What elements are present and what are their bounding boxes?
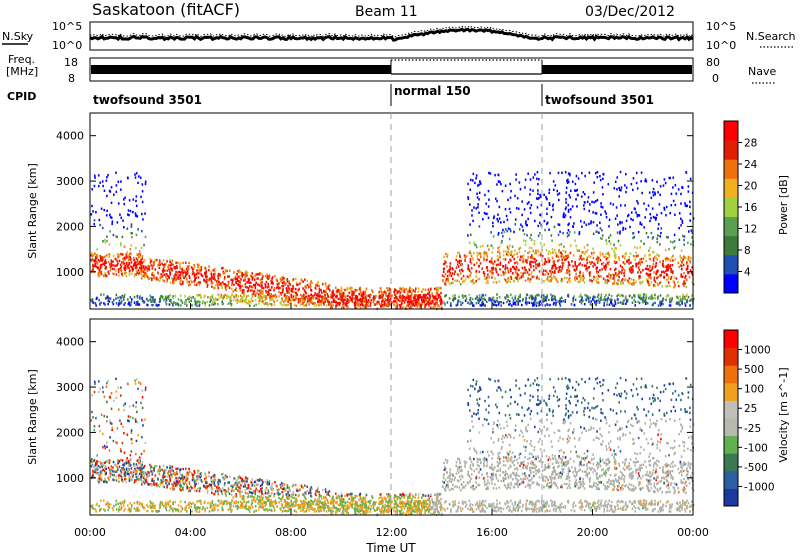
cpid-row: CPID twofsound 3501 normal 150 twofsound…: [7, 84, 654, 107]
x-tick-label: 00:00: [677, 526, 709, 539]
y-tick-label: 3000: [56, 381, 84, 394]
colorbar-tick-label: 4: [744, 267, 751, 279]
power-colorbar-label: Power [dB]: [777, 175, 790, 235]
colorbar-tick-label: 24: [744, 159, 758, 171]
nsky-panel: N.Sky 10^5 10^0 10^5 10^0 N.Search: [2, 20, 796, 52]
colorbar-tick-label: 12: [744, 224, 757, 236]
nave-tick-top: 80: [706, 56, 720, 69]
velocity-scatter: [90, 376, 695, 517]
power-colorbar: 28 24 20 16 12 8 4: [723, 120, 758, 294]
colorbar-swatch: [724, 400, 738, 419]
y-tick-label: 1000: [56, 266, 84, 279]
freq-panel: Freq. [MHz] 18 8 80 0 Nave: [6, 53, 776, 85]
x-tick-label: 00:00: [74, 526, 106, 539]
cpid-label: CPID: [7, 90, 36, 103]
nsky-trace: [89, 27, 694, 42]
nsearch-tick-top: 10^5: [706, 20, 736, 33]
colorbar-swatch: [724, 140, 738, 160]
colorbar-swatch: [724, 347, 738, 366]
velocity-colorbar-label: Velocity [m s^-1]: [777, 367, 790, 462]
colorbar-tick-label: 28: [744, 138, 757, 150]
colorbar-tick-label: -100: [744, 442, 768, 454]
colorbar-swatch: [724, 488, 738, 507]
colorbar-tick-label: -500: [744, 462, 768, 474]
y-tick-label: 2000: [56, 426, 84, 439]
colorbar-swatch: [724, 453, 738, 472]
colorbar-tick-label: 500: [744, 364, 764, 376]
cpid-segment-3: twofsound 3501: [545, 93, 654, 107]
colorbar-tick-label: 20: [744, 181, 757, 193]
y-tick-label: 4000: [56, 130, 84, 143]
cpid-segment-1: twofsound 3501: [93, 93, 202, 107]
colorbar-swatch: [724, 365, 738, 384]
colorbar-tick-label: 25: [744, 403, 757, 415]
nave-tick-bottom: 0: [712, 72, 719, 85]
velocity-colorbar: 1000 500 100 25 -25 -100 -500 -1000: [723, 329, 775, 507]
velocity-y-axis: 1000 2000 3000 4000: [56, 336, 693, 485]
colorbar-tick-label: 100: [744, 384, 764, 396]
y-tick-label: 2000: [56, 220, 84, 233]
beam-label: Beam 11: [355, 4, 418, 20]
freq-bar-right: [542, 65, 692, 74]
nsky-label: N.Sky: [2, 30, 34, 43]
colorbar-swatch: [724, 382, 738, 401]
freq-unit: [MHz]: [6, 65, 38, 78]
y-tick-label: 1000: [56, 472, 84, 485]
colorbar-swatch: [724, 254, 738, 275]
nsearch-tick-bottom: 10^0: [706, 39, 736, 52]
colorbar-swatch: [724, 418, 738, 437]
colorbar-swatch: [724, 178, 738, 198]
nsky-tick-bottom: 10^0: [52, 39, 82, 52]
colorbar-swatch: [724, 216, 738, 237]
power-panel: Slant Range [km] 1000 2000 3000 4000: [26, 112, 695, 311]
colorbar-swatch: [724, 330, 738, 349]
y-tick-label: 4000: [56, 336, 84, 349]
x-tick-label: 16:00: [476, 526, 508, 539]
colorbar-tick-label: 1000: [744, 345, 771, 357]
colorbar-tick-label: -25: [744, 423, 761, 435]
colorbar-swatch: [724, 435, 738, 454]
colorbar-tick-label: 8: [744, 245, 751, 257]
freq-bar-left: [91, 65, 391, 74]
colorbar-swatch: [724, 197, 738, 218]
x-tick-label: 20:00: [577, 526, 609, 539]
date-label: 03/Dec/2012: [585, 4, 675, 20]
velocity-ylabel: Slant Range [km]: [26, 369, 39, 465]
radar-title: Saskatoon (fitACF): [92, 0, 241, 19]
nave-label: Nave: [748, 65, 776, 78]
nsearch-label: N.Search: [746, 30, 796, 43]
colorbar-swatch: [724, 235, 738, 256]
time-axis: 00:00 04:00 08:00 12:00 16:00 20:00 00:00: [74, 303, 709, 539]
y-tick-label: 3000: [56, 175, 84, 188]
cpid-segment-2: normal 150: [394, 84, 471, 98]
x-tick-label: 12:00: [376, 526, 408, 539]
nsearch-trace: [89, 25, 694, 38]
freq-label: Freq.: [8, 53, 35, 66]
nsky-tick-top: 10^5: [52, 20, 82, 33]
x-tick-label: 04:00: [175, 526, 207, 539]
colorbar-tick-label: 16: [744, 202, 758, 214]
time-axis-label: Time UT: [365, 541, 416, 554]
colorbar-swatch: [724, 159, 738, 179]
freq-tick-top: 18: [64, 56, 78, 69]
colorbar-swatch: [724, 273, 738, 294]
power-y-axis: 1000 2000 3000 4000: [56, 130, 693, 279]
colorbar-swatch: [724, 121, 738, 141]
colorbar-tick-label: -1000: [744, 481, 775, 493]
power-scatter: [90, 170, 695, 311]
power-ylabel: Slant Range [km]: [26, 163, 39, 259]
x-tick-label: 08:00: [275, 526, 307, 539]
freq-tick-bottom: 8: [68, 72, 75, 85]
colorbar-swatch: [724, 470, 738, 489]
